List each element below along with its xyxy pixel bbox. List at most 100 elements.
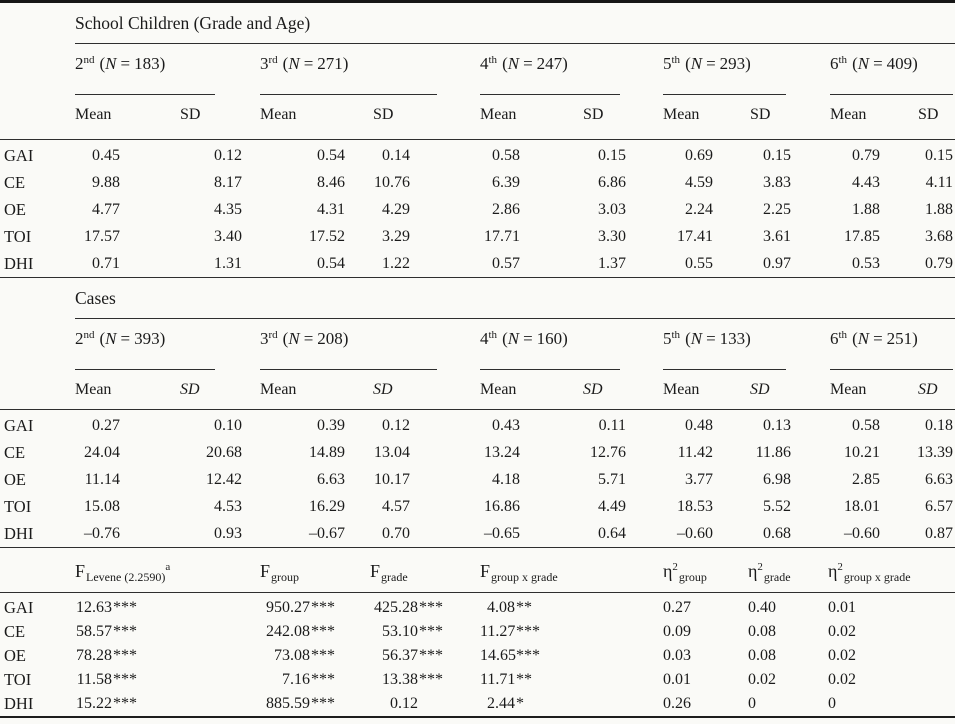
cell: 0.64 <box>598 525 626 542</box>
cell: 4.29 <box>382 201 410 218</box>
cell: 6.63 <box>925 471 953 488</box>
cell: –0.76 <box>84 525 120 542</box>
cell: 14.89 <box>309 444 345 461</box>
cell: 4.18 <box>492 471 520 488</box>
section-divider-rule <box>0 277 955 278</box>
cell: 0.48 <box>685 417 713 434</box>
significance-stars: *** <box>419 671 443 688</box>
significance-stars: *** <box>516 623 540 640</box>
cell: 0.79 <box>925 255 953 272</box>
cell: 3.03 <box>598 201 626 218</box>
cell: 11.86 <box>755 444 791 461</box>
cell: 2.24 <box>685 201 713 218</box>
f-group-header: Fgroup <box>260 561 300 584</box>
cell: 6.98 <box>763 471 791 488</box>
group-grade-label: 2nd (N = 183) <box>75 54 166 73</box>
cell: 17.71 <box>484 228 520 245</box>
row-label: GAI <box>4 416 34 435</box>
cell: 0.15 <box>598 147 626 164</box>
n-symbol: N <box>288 54 300 73</box>
cell: 13.38 *** <box>370 668 480 692</box>
mean-sd-labels: Mean SD <box>260 106 394 123</box>
cell: 0.10 <box>214 417 242 434</box>
group-underline <box>260 94 437 95</box>
table-row: OE 11.14 12.42 6.63 10.17 4.18 5.71 3.77 6.98 2.8… <box>0 466 955 493</box>
cell: 1.37 <box>598 255 626 272</box>
cell: 10.76 <box>374 174 410 191</box>
row-label: CE <box>4 443 26 462</box>
row-label: DHI <box>4 254 34 273</box>
cell: 5.52 <box>763 498 791 515</box>
cell: 1.88 <box>925 201 953 218</box>
cell: 0.12 <box>214 147 242 164</box>
header-body-rule <box>0 139 955 140</box>
group-header-6th: 6th (N = 251) Mean SD <box>830 327 955 401</box>
mean-sd-labels: Mean SD <box>480 106 604 123</box>
group-underline <box>480 369 620 370</box>
group-underline <box>75 94 215 95</box>
footnote-marker: a <box>165 561 171 573</box>
group-header-2nd: 2nd (N = 393) Mean SD <box>75 327 260 401</box>
n-symbol: N <box>507 329 520 348</box>
group-grade-label: 4th (N = 247) <box>480 54 568 73</box>
stats-row: DHI 15.22 *** 885.59 *** 0.12 2.44 * 0.26 0 0 <box>0 692 955 716</box>
cell: 11.42 <box>677 444 713 461</box>
significance-stars: *** <box>419 647 443 664</box>
cell: 0.40 <box>748 599 776 616</box>
cell: 0.93 <box>214 525 242 542</box>
cell: 73.08 *** <box>260 644 370 668</box>
cell: 4.53 <box>214 498 242 515</box>
significance-stars: *** <box>311 599 335 616</box>
cell: 0.71 <box>92 255 120 272</box>
cell: 0.02 <box>828 671 856 688</box>
cell: 11.58 *** <box>75 668 260 692</box>
cell: 4.59 <box>685 174 713 191</box>
cell: 13.39 <box>917 444 953 461</box>
n-symbol: N <box>857 54 870 73</box>
cell: 4.43 <box>852 174 880 191</box>
cell: 0.57 <box>492 255 520 272</box>
group-underline <box>830 369 953 370</box>
cell: 12.42 <box>206 471 242 488</box>
cell: 8.46 <box>317 174 345 191</box>
cell: 17.85 <box>844 228 880 245</box>
significance-stars: *** <box>311 695 335 712</box>
cell: 6.63 <box>317 471 345 488</box>
cell: 4.49 <box>598 498 626 515</box>
cell: 4.11 <box>925 174 953 191</box>
row-label: TOI <box>4 497 32 516</box>
cell: 4.31 <box>317 201 345 218</box>
cell: 242.08 *** <box>260 620 370 644</box>
section-divider-rule <box>0 547 955 548</box>
cell: 0.14 <box>382 147 410 164</box>
cell: 3.68 <box>925 228 953 245</box>
cell: 950.27 *** <box>260 596 370 620</box>
bottom-rule <box>0 716 955 718</box>
mean-sd-labels: Mean SD <box>75 106 201 123</box>
cell: 0 <box>828 695 836 712</box>
cell: 0.55 <box>685 255 713 272</box>
cell: 17.57 <box>84 228 120 245</box>
significance-stars: *** <box>311 671 335 688</box>
cell: 0.79 <box>852 147 880 164</box>
group-underline <box>830 94 953 95</box>
cell: 0.09 <box>663 623 691 640</box>
cell: 0.15 <box>763 147 791 164</box>
n-symbol: N <box>857 329 870 348</box>
cases-group-header: 2nd (N = 393) Mean SD 3rd (N = 208) Mean SD 4th(… <box>0 319 955 409</box>
cell: 885.59 *** <box>260 692 370 716</box>
cell: 0.45 <box>92 147 120 164</box>
row-label: TOI <box>4 670 32 689</box>
cell: 0.03 <box>663 647 691 664</box>
cell: 6.57 <box>925 498 953 515</box>
group-header-4th: 4th (N = 247) Mean SD <box>480 52 663 126</box>
cell: 17.52 <box>309 228 345 245</box>
f-grade-header: Fgrade <box>370 561 408 584</box>
n-symbol: N <box>288 329 300 348</box>
cell: 0.26 <box>663 695 691 712</box>
row-label: OE <box>4 646 26 665</box>
row-label: DHI <box>4 524 34 543</box>
cell: 4.77 <box>92 201 120 218</box>
stats-header-block: FLevene (2.2590)a Fgroup Fgrade Fgroup x… <box>0 548 955 592</box>
cell: 0.87 <box>925 525 953 542</box>
